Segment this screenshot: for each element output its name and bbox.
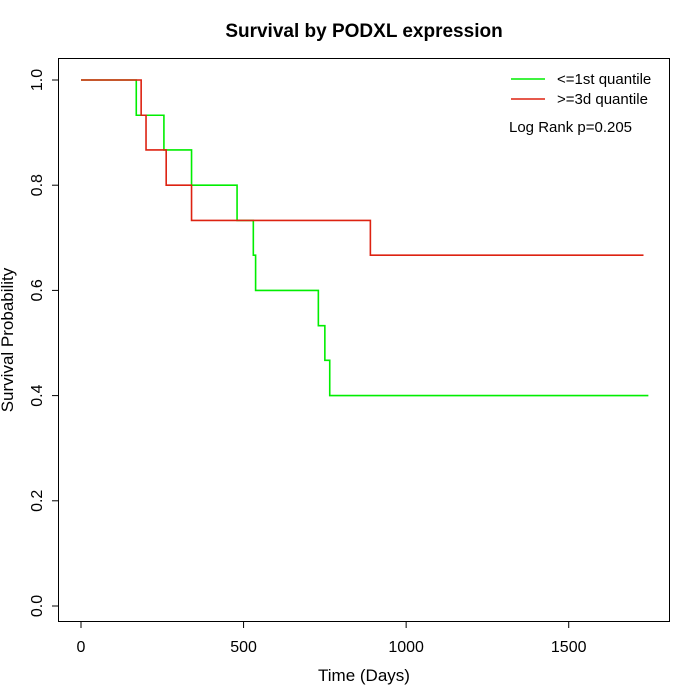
y-tick-label: 0.0	[29, 595, 46, 617]
y-tick-label: 0.4	[29, 384, 46, 406]
x-tick-label: 0	[77, 639, 86, 656]
x-axis: 0 500 1000 1500	[77, 621, 587, 656]
plot-frame	[58, 58, 670, 622]
x-tick-label: 1000	[388, 639, 424, 656]
chart-title: Survival by PODXL expression	[225, 21, 502, 42]
y-tick-label: 0.8	[29, 174, 46, 196]
series-line-1	[81, 79, 649, 397]
legend-entry: >=3d quantile	[557, 91, 648, 108]
x-tick-label: 500	[230, 639, 257, 656]
y-axis: 0.0 0.2 0.4 0.6 0.8 1.0	[29, 69, 59, 617]
series-line-2	[81, 79, 644, 256]
y-tick-label: 0.2	[29, 490, 46, 512]
legend: <=1st quantile >=3d quantile	[511, 71, 651, 108]
series-layer	[81, 79, 649, 397]
x-tick-label: 1500	[551, 639, 587, 656]
y-tick-label: 0.6	[29, 279, 46, 301]
y-tick-label: 1.0	[29, 69, 46, 91]
y-axis-label: Survival Probability	[0, 267, 17, 412]
x-axis-label: Time (Days)	[318, 666, 410, 685]
log-rank-annotation: Log Rank p=0.205	[509, 119, 632, 136]
legend-entry: <=1st quantile	[557, 71, 651, 88]
